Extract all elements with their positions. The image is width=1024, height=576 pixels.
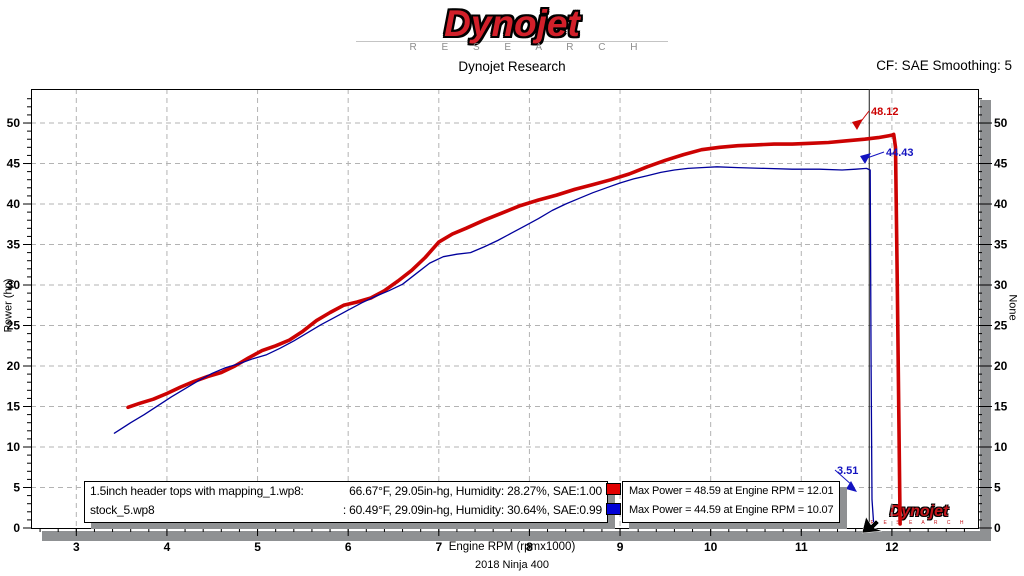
legend-row-mapped: 1.5inch header tops with mapping_1.wp8: … bbox=[85, 482, 607, 501]
y-tick-label-right: 35 bbox=[994, 238, 1008, 252]
legend-max-box: Max Power = 48.59 at Engine RPM = 12.01 … bbox=[622, 481, 841, 523]
annotation-marker bbox=[852, 119, 863, 130]
annotation-value: 48.12 bbox=[871, 106, 899, 118]
y-tick-label-left: 20 bbox=[7, 359, 21, 373]
y-tick-label-right: 20 bbox=[994, 359, 1008, 373]
x-tick-label: 8 bbox=[526, 540, 533, 554]
correction-factor-label: CF: SAE Smoothing: 5 bbox=[876, 58, 1012, 73]
max-power-red: Max Power = 48.59 at Engine RPM = 12.01 bbox=[629, 485, 834, 497]
mouse-cursor bbox=[861, 516, 883, 534]
watermark-research: R E S E A R C H bbox=[870, 520, 968, 526]
x-tick-label: 5 bbox=[254, 540, 261, 554]
y-tick-label-left: 40 bbox=[7, 197, 21, 211]
annotation-value: 44.43 bbox=[886, 147, 914, 159]
annotation-marker bbox=[860, 153, 871, 164]
plot-background bbox=[31, 89, 978, 528]
x-axis-label: Engine RPM (rpmx1000) bbox=[448, 541, 576, 553]
y-tick-label-right: 45 bbox=[994, 157, 1008, 171]
x-tick-label: 7 bbox=[435, 540, 442, 554]
y-axis-label-right: None bbox=[1006, 294, 1019, 321]
run-name: 1.5inch header tops with mapping_1.wp8: bbox=[90, 484, 304, 498]
x-tick-label: 11 bbox=[795, 540, 808, 554]
y-tick-label-right: 25 bbox=[994, 319, 1008, 333]
y-axis-label-left: Power (hp) bbox=[2, 278, 15, 333]
legend-runs-box: 1.5inch header tops with mapping_1.wp8: … bbox=[84, 481, 608, 523]
annotation-value: 3.51 bbox=[837, 465, 858, 477]
annotation-leader bbox=[866, 151, 885, 159]
run-name: stock_5.wp8 bbox=[90, 503, 155, 517]
y-tick-label-right: 5 bbox=[994, 481, 1001, 495]
annotation-marker bbox=[846, 481, 857, 492]
y-tick-label-right: 40 bbox=[994, 197, 1008, 211]
max-power-blue: Max Power = 44.59 at Engine RPM = 10.07 bbox=[629, 504, 834, 516]
y-tick-label-right: 10 bbox=[994, 440, 1008, 454]
y-tick-label-left: 5 bbox=[13, 481, 20, 495]
x-tick-label: 12 bbox=[885, 540, 899, 554]
run-conditions: : 60.49°F, 29.09in-hg, Humidity: 30.64%,… bbox=[342, 503, 602, 517]
x-tick-label: 10 bbox=[704, 540, 718, 554]
legend-row-stock: stock_5.wp8 : 60.49°F, 29.09in-hg, Humid… bbox=[85, 501, 607, 520]
dynojet-logo-word: Dynojet bbox=[444, 3, 580, 44]
plot-shadow-bottom bbox=[42, 531, 991, 541]
power-curve-modified bbox=[126, 132, 902, 526]
x-tick-label: 4 bbox=[164, 540, 171, 554]
y-tick-label-left: 25 bbox=[7, 319, 21, 333]
power-curve-stock bbox=[113, 166, 875, 527]
plot-shadow-right bbox=[980, 100, 991, 541]
y-tick-label-right: 15 bbox=[994, 400, 1008, 414]
y-tick-label-left: 15 bbox=[7, 400, 21, 414]
watermark-word: Dynojet bbox=[889, 503, 949, 520]
y-tick-label-left: 45 bbox=[7, 157, 21, 171]
y-tick-label-right: 0 bbox=[994, 521, 1001, 535]
page-title: Dynojet Research bbox=[458, 59, 566, 74]
logo-divider bbox=[356, 41, 668, 42]
dynojet-watermark: Dynojet R E S E A R C H bbox=[867, 503, 971, 526]
x-tick-label: 6 bbox=[345, 540, 352, 554]
y-tick-label-left: 10 bbox=[7, 440, 21, 454]
y-tick-label-left: 35 bbox=[7, 238, 21, 252]
x-tick-label: 3 bbox=[73, 540, 80, 554]
y-tick-label-right: 30 bbox=[994, 278, 1008, 292]
y-tick-label-left: 0 bbox=[13, 521, 20, 535]
dynojet-logo: Dynojet R E S E A R C H bbox=[352, 4, 672, 53]
run-conditions: 66.67°F, 29.05in-hg, Humidity: 28.27%, S… bbox=[349, 484, 602, 498]
plot-border bbox=[31, 89, 979, 529]
legend-swatch-red bbox=[606, 483, 621, 495]
y-tick-label-left: 30 bbox=[7, 278, 21, 292]
vehicle-label: 2018 Ninja 400 bbox=[474, 559, 549, 571]
x-tick-label: 9 bbox=[617, 540, 624, 554]
dynojet-logo-research: R E S E A R C H bbox=[409, 42, 649, 53]
y-tick-label-right: 50 bbox=[994, 116, 1008, 130]
legend-swatch-blue bbox=[606, 503, 621, 515]
y-tick-label-left: 50 bbox=[7, 116, 21, 130]
